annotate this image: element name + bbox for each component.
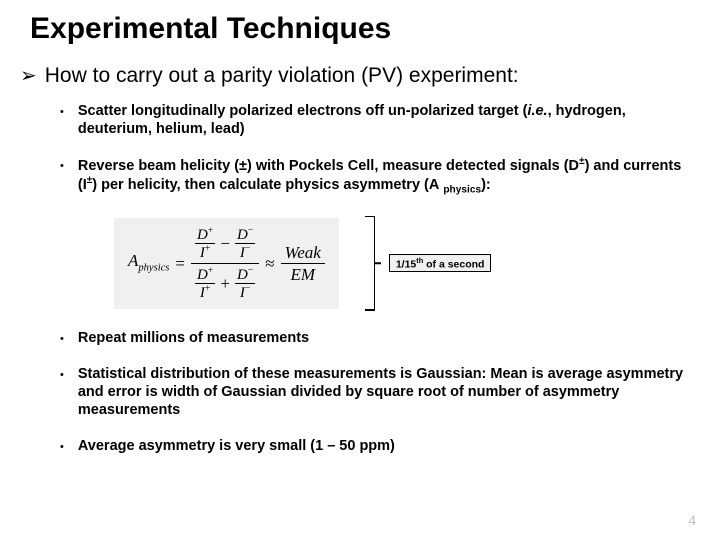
timing-caption: 1/15th of a second (389, 254, 492, 273)
f-A: Aphysics (128, 252, 169, 274)
bullet-dot-icon: • (60, 106, 64, 120)
b2-d: ): (481, 177, 491, 193)
bullet-dot-icon: • (60, 369, 64, 383)
f-main-frac: D+I+ − D−I− D+I+ + D−I− (191, 224, 259, 303)
bullet-average: • Average asymmetry is very small (1 – 5… (60, 437, 696, 455)
b3-text: Repeat millions of measurements (78, 329, 309, 347)
main-bullet: ➢ How to carry out a parity violation (P… (20, 64, 696, 88)
b2-a: Reverse beam helicity (±) with Pockels C… (78, 158, 579, 174)
f-weak-em: Weak EM (281, 242, 325, 285)
formula-box: Aphysics = D+I+ − D−I− D+I+ + D−I− ≈ Wea… (114, 218, 339, 309)
b1-text-a: Scatter longitudinally polarized electro… (78, 103, 528, 119)
bullet-repeat: • Repeat millions of measurements (60, 329, 696, 347)
page-title: Experimental Techniques (30, 12, 696, 46)
bullet-dot-icon: • (60, 441, 64, 455)
bullet-dot-icon: • (60, 333, 64, 347)
b2-c: ) per helicity, then calculate physics a… (92, 177, 439, 193)
bullet-stats: • Statistical distribution of these meas… (60, 365, 696, 419)
curly-bracket-icon (351, 216, 381, 311)
arrow-icon: ➢ (20, 64, 37, 88)
bullet-scatter: • Scatter longitudinally polarized elect… (60, 102, 696, 138)
sub-physics: physics (443, 185, 481, 196)
bullet-reverse: • Reverse beam helicity (±) with Pockels… (60, 156, 696, 197)
f-approx: ≈ (265, 255, 274, 272)
b4-text: Statistical distribution of these measur… (78, 365, 696, 419)
f-eq: = (175, 255, 185, 272)
bullet-dot-icon: • (60, 160, 64, 174)
b1-italic: i.e. (527, 103, 547, 119)
page-number: 4 (688, 512, 696, 528)
b5-text: Average asymmetry is very small (1 – 50 … (78, 437, 395, 455)
main-bullet-text: How to carry out a parity violation (PV)… (45, 64, 519, 88)
formula-row: Aphysics = D+I+ − D−I− D+I+ + D−I− ≈ Wea… (114, 216, 696, 311)
